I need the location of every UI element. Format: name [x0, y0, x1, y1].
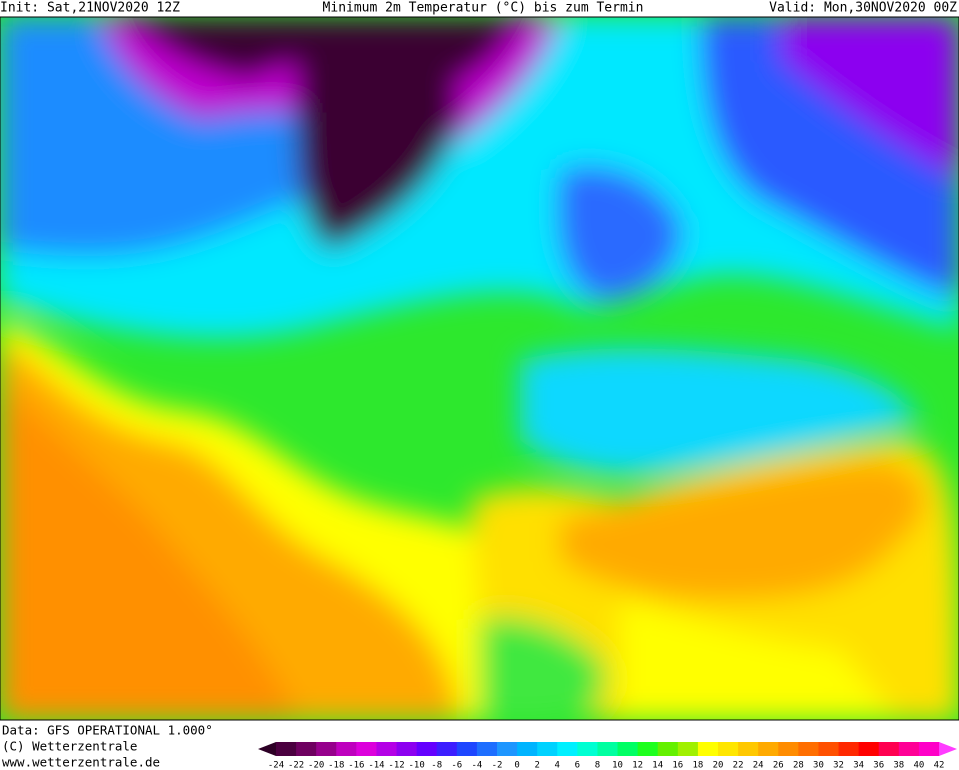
legend-swatch	[718, 742, 739, 756]
map-title: Minimum 2m Temperatur (°C) bis zum Termi…	[323, 1, 644, 16]
legend-level: -14	[368, 761, 384, 770]
legend-swatch	[396, 742, 418, 756]
legend-level: -8	[431, 761, 442, 770]
legend-swatch	[617, 742, 639, 756]
legend-swatch	[858, 742, 880, 756]
legend-swatch	[456, 742, 478, 756]
legend-level: 8	[595, 761, 600, 770]
legend-swatch	[597, 742, 619, 756]
init-time: Init: Sat,21NOV2020 12Z	[0, 1, 180, 16]
legend-swatch	[497, 742, 518, 756]
data-source: Data: GFS OPERATIONAL 1.000°	[2, 723, 213, 738]
legend-level: 0	[514, 761, 519, 770]
legend-swatch	[818, 742, 840, 756]
legend-arrow	[939, 742, 957, 756]
legend-swatch	[276, 742, 297, 756]
legend-level: 32	[833, 761, 844, 770]
legend-swatch	[416, 742, 438, 756]
legend-level: -22	[288, 761, 304, 770]
copyright: (C) Wetterzentrale	[2, 739, 137, 754]
legend-swatch	[577, 742, 598, 756]
legend-level: 42	[934, 761, 945, 770]
temperature-field	[0, 17, 959, 720]
legend-level: -24	[268, 761, 284, 770]
legend-level: -20	[308, 761, 324, 770]
legend-level: 26	[773, 761, 784, 770]
legend-swatch	[376, 742, 398, 756]
legend-level: 10	[612, 761, 623, 770]
legend-swatch	[918, 742, 940, 756]
legend-level: 20	[713, 761, 724, 770]
legend-swatch	[898, 742, 920, 756]
legend-level: -10	[409, 761, 425, 770]
legend-level: 4	[555, 761, 560, 770]
legend-swatch	[758, 742, 779, 756]
legend-level: 24	[753, 761, 764, 770]
legend-level: 6	[575, 761, 580, 770]
valid-time: Valid: Mon,30NOV2020 00Z	[769, 1, 957, 16]
legend-swatch	[677, 742, 699, 756]
legend-swatch	[838, 742, 860, 756]
legend-level: 28	[793, 761, 804, 770]
legend-swatch	[697, 742, 719, 756]
legend-swatch	[517, 742, 538, 756]
legend-swatch	[316, 742, 337, 756]
legend-swatch	[798, 742, 819, 756]
legend-level: -2	[492, 761, 503, 770]
legend-swatch	[778, 742, 799, 756]
legend-swatch	[557, 742, 578, 756]
legend-swatch	[476, 742, 498, 756]
legend-level: 16	[672, 761, 683, 770]
legend-level: -16	[348, 761, 364, 770]
legend-level: 14	[652, 761, 663, 770]
legend-level: 40	[913, 761, 924, 770]
legend-level: -18	[328, 761, 344, 770]
legend-arrow	[258, 742, 276, 756]
legend-level: 34	[853, 761, 864, 770]
legend-level: -12	[388, 761, 404, 770]
legend-level: 18	[692, 761, 703, 770]
legend-swatch	[436, 742, 458, 756]
color-legend: -24 -22 -20 -18 -16 -14 -12 -10 -8 -6 -4 -2 0 2 4 6 8 10 1…	[258, 742, 957, 770]
legend-level: -4	[471, 761, 482, 770]
legend-swatch	[296, 742, 317, 756]
legend-swatch	[336, 742, 357, 756]
legend-swatch	[738, 742, 759, 756]
legend-swatch	[637, 742, 659, 756]
legend-level: 2	[534, 761, 539, 770]
legend-swatch	[878, 742, 900, 756]
legend-level: 38	[893, 761, 904, 770]
website: www.wetterzentrale.de	[2, 755, 160, 770]
legend-level: -6	[451, 761, 462, 770]
legend-level: 36	[873, 761, 884, 770]
legend-level: 22	[733, 761, 744, 770]
legend-level: 30	[813, 761, 824, 770]
legend-level: 12	[632, 761, 643, 770]
legend-swatch	[657, 742, 679, 756]
legend-swatch	[537, 742, 558, 756]
legend-swatch	[356, 742, 377, 756]
